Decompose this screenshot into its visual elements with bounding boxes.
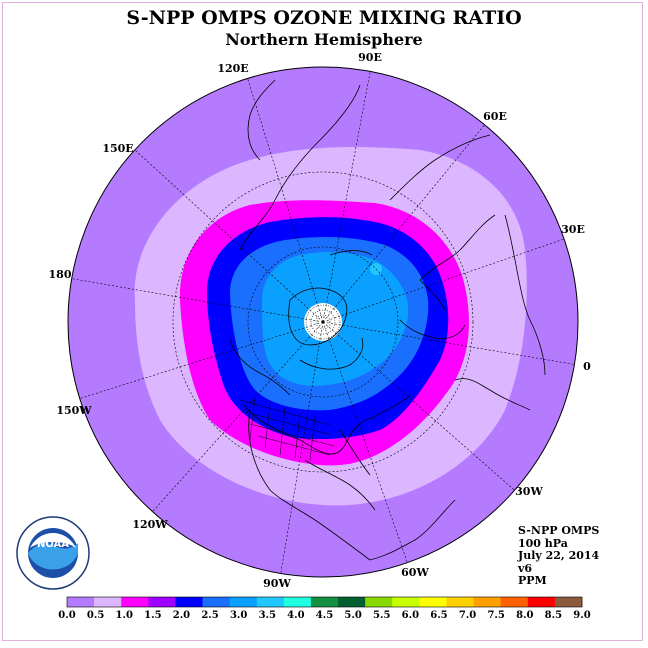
lon-label-60e: 60E: [483, 110, 507, 123]
noaa-logo-text: NOAA: [37, 539, 69, 550]
lon-label-90w: 90W: [263, 577, 291, 590]
longitude-labels: 90E 60E 30E 0 30W 60W 90W 120W 150W 180 …: [49, 51, 592, 590]
us-state-grid: [239, 397, 335, 461]
colorbar-tick-label: 0.0: [58, 610, 75, 621]
colorbar-tick-label: 0.5: [87, 610, 104, 621]
coastlines: [229, 79, 546, 561]
graticule: [68, 67, 578, 577]
map-title: S-NPP OMPS OZONE MIXING RATIO: [126, 7, 522, 29]
lon-label-150w: 150W: [56, 404, 92, 417]
lon-label-30e: 30E: [561, 223, 585, 236]
colorbar-swatch: [338, 597, 366, 607]
colorbar-swatch: [310, 597, 339, 607]
colorbar-tick-label: 1.0: [116, 610, 133, 621]
plot-frame: [2, 2, 643, 641]
lon-label-120w: 120W: [132, 518, 168, 531]
info-instrument: S-NPP OMPS: [518, 524, 600, 537]
colorbar-swatch: [94, 597, 122, 607]
info-units: PPM: [518, 574, 547, 587]
info-block: S-NPP OMPS 100 hPa July 22, 2014 v6 PPM: [518, 524, 600, 588]
info-date: July 22, 2014: [518, 549, 600, 562]
lon-label-0: 0: [583, 360, 591, 373]
colorbar-swatch: [527, 597, 556, 607]
info-level: 100 hPa: [518, 536, 568, 550]
colorbar-tick-label: 8.0: [516, 610, 533, 621]
band-3.0-3.5: [370, 263, 382, 275]
ozone-field: [68, 67, 578, 577]
colorbar-swatch: [67, 597, 95, 607]
polar-gap-dots: [305, 304, 341, 340]
info-version: v6: [518, 561, 533, 575]
colorbar-swatch: [419, 597, 447, 607]
colorbar-swatch: [473, 597, 502, 607]
colorbar-tick-label: 7.5: [487, 610, 504, 621]
lon-label-30w: 30W: [515, 485, 543, 498]
colorbar-swatch: [148, 597, 176, 607]
colorbar-swatch: [365, 597, 393, 607]
colorbar-tick-label: 3.0: [230, 610, 247, 621]
colorbar-swatch: [554, 597, 583, 607]
colorbar-swatch: [392, 597, 420, 607]
lon-label-90e: 90E: [358, 51, 382, 64]
colorbar-tick-label: 2.5: [201, 610, 218, 621]
colorbar-swatch: [202, 597, 231, 607]
colorbar-swatch: [256, 597, 285, 607]
colorbar-tick-label: 2.0: [173, 610, 190, 621]
lon-label-150e: 150E: [102, 142, 133, 155]
colorbar: 0.0 0.5 1.0 1.5 2.0 2.5 3.0 3.5 4.0 4.5 5.0 5.5 6.0 6…: [58, 596, 591, 621]
colorbar-tick-label: 9.0: [573, 610, 590, 621]
map-boundary: [67, 66, 579, 578]
colorbar-tick-label: 5.5: [373, 610, 390, 621]
colorbar-swatch: [121, 597, 149, 607]
colorbar-tick-label: 8.5: [545, 610, 562, 621]
colorbar-tick-label: 4.0: [287, 610, 304, 621]
colorbar-swatch: [500, 597, 529, 607]
colorbar-border: [66, 596, 583, 608]
lon-label-120e: 120E: [217, 62, 248, 75]
colorbar-tick-label: 6.5: [430, 610, 447, 621]
colorbar-tick-label: 4.5: [316, 610, 333, 621]
colorbar-tick-label: 7.0: [459, 610, 476, 621]
map-subtitle: Northern Hemisphere: [225, 30, 423, 49]
colorbar-tick-label: 3.5: [259, 610, 276, 621]
colorbar-tick-label: 5.0: [344, 610, 361, 621]
lon-label-60w: 60W: [401, 566, 429, 579]
colorbar-swatch: [446, 597, 474, 607]
colorbar-swatch: [229, 597, 258, 607]
colorbar-tick-label: 6.0: [402, 610, 419, 621]
colorbar-tick-label: 1.5: [144, 610, 161, 621]
colorbar-swatch: [283, 597, 312, 607]
lon-label-180: 180: [49, 268, 72, 281]
colorbar-swatch: [175, 597, 203, 607]
noaa-logo: NOAA: [16, 516, 90, 590]
